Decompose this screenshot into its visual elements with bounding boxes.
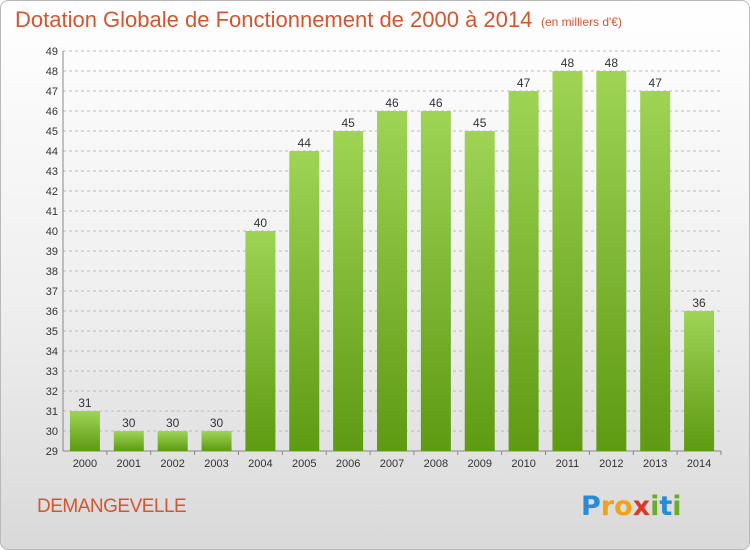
y-tick-label: 29	[46, 446, 58, 458]
y-tick-label: 34	[46, 346, 58, 358]
x-tick-label: 2000	[73, 458, 97, 470]
bars	[69, 71, 715, 451]
x-tick-label: 2003	[204, 458, 228, 470]
data-label: 46	[385, 96, 399, 110]
y-tick-label: 39	[46, 246, 58, 258]
logo-letter: x	[632, 491, 651, 522]
x-tick-label: 2012	[599, 458, 623, 470]
bar	[333, 131, 364, 451]
x-tick-label: 2010	[511, 458, 535, 470]
data-label: 47	[649, 76, 663, 90]
chart-subtitle: (en milliers d'€)	[541, 15, 622, 29]
logo-letter: i	[672, 491, 682, 522]
bar	[245, 231, 276, 451]
bar	[113, 431, 144, 451]
bar	[201, 431, 232, 451]
logo-letter: o	[614, 491, 633, 522]
data-label: 40	[254, 216, 268, 230]
bar	[464, 131, 495, 451]
bar	[377, 111, 407, 451]
data-label: 46	[429, 96, 443, 110]
bar	[157, 431, 188, 451]
y-tick-label: 41	[46, 206, 58, 218]
bar	[640, 91, 671, 451]
data-label: 30	[122, 416, 136, 430]
y-tick-label: 49	[46, 46, 58, 58]
data-label: 45	[473, 116, 487, 130]
y-tick-label: 37	[46, 286, 58, 298]
x-tick-label: 2009	[467, 458, 491, 470]
logo-letter: P	[581, 491, 601, 522]
logo-letter: r	[600, 491, 615, 522]
bar	[552, 71, 583, 451]
proxiti-logo: Proxiti	[581, 491, 682, 522]
y-tick-label: 30	[46, 426, 58, 438]
data-label: 30	[210, 416, 224, 430]
data-labels: 31 30 30 30 40 44 45 46 46 45 47 48 48 47 36	[78, 56, 706, 430]
y-tick-label: 35	[46, 326, 58, 338]
x-tick-label: 2002	[160, 458, 184, 470]
x-tick-label: 2001	[117, 458, 141, 470]
y-tick-label: 45	[46, 126, 58, 138]
x-tick-label: 2013	[643, 458, 667, 470]
logo-letter: t	[659, 491, 673, 522]
y-tick-label: 42	[46, 186, 58, 198]
x-tick-label: 2014	[687, 458, 711, 470]
data-label: 36	[692, 296, 706, 310]
data-label: 45	[341, 116, 355, 130]
y-tick-label: 47	[46, 86, 58, 98]
data-label: 30	[166, 416, 180, 430]
y-tick-label: 32	[46, 386, 58, 398]
y-tick-label: 40	[46, 226, 58, 238]
bar	[69, 411, 100, 451]
y-tick-label: 31	[46, 406, 58, 418]
y-tick-label: 44	[46, 146, 58, 158]
data-label: 47	[517, 76, 531, 90]
y-tick-label: 46	[46, 106, 58, 118]
y-tick-label: 33	[46, 366, 58, 378]
y-tick-label: 43	[46, 166, 58, 178]
x-tick-label: 2005	[292, 458, 316, 470]
y-tick-label: 48	[46, 66, 58, 78]
x-tick-label: 2011	[556, 458, 580, 470]
chart-title: Dotation Globale de Fonctionnement de 20…	[15, 7, 533, 32]
y-tick-label: 36	[46, 306, 58, 318]
data-label: 31	[78, 396, 92, 410]
x-tick-label: 2004	[248, 458, 272, 470]
bar	[596, 71, 627, 451]
bar	[420, 111, 451, 451]
x-tick-label: 2008	[424, 458, 448, 470]
y-tick-label: 38	[46, 266, 58, 278]
bar	[289, 151, 320, 451]
data-label: 48	[605, 56, 619, 70]
bar	[508, 91, 539, 451]
x-tick-label: 2007	[380, 458, 404, 470]
bar	[684, 311, 715, 451]
x-tick-label: 2006	[336, 458, 360, 470]
commune-name: DEMANGEVELLE	[37, 496, 187, 517]
data-label: 48	[561, 56, 575, 70]
logo-letter: i	[650, 491, 660, 522]
data-label: 44	[298, 136, 312, 150]
axes: 29 30 31 32 33 34 35 36 37 38 39 40 41 42 43 44 45 46 47 48…	[46, 46, 722, 470]
